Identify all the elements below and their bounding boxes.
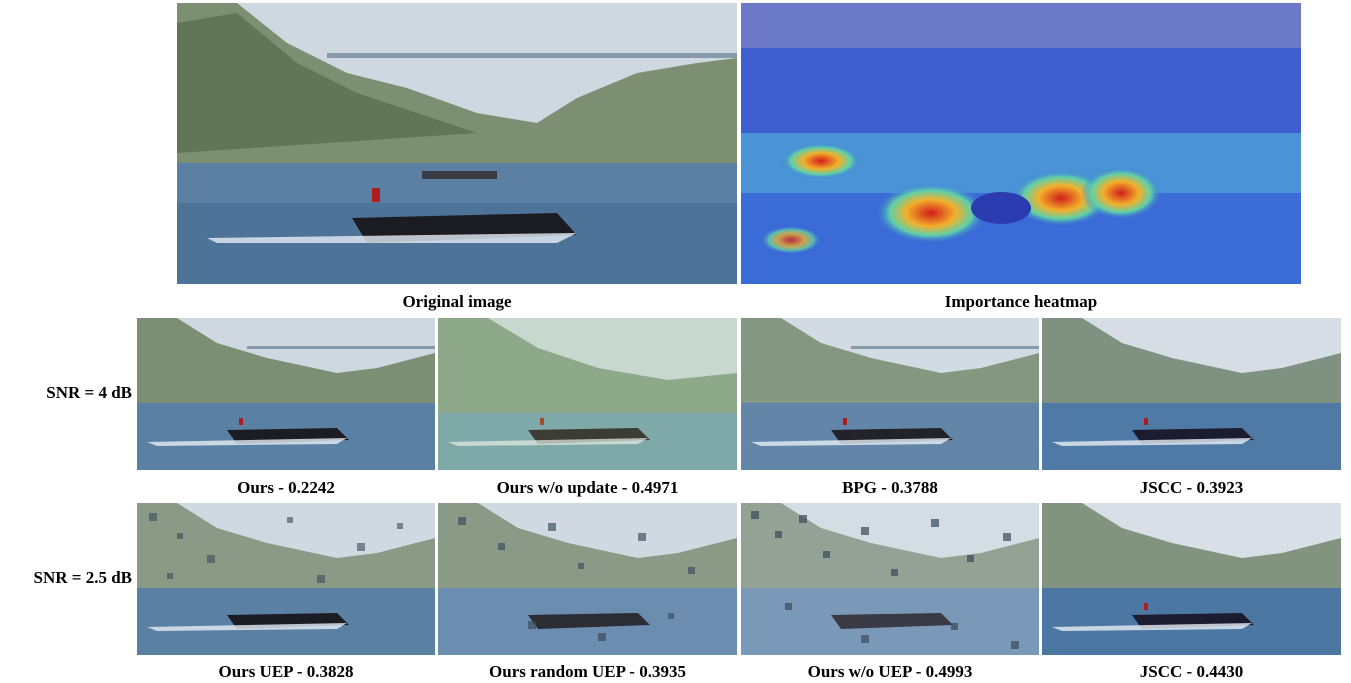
- original-image: [177, 3, 737, 284]
- panel-jscc-4db: [1042, 318, 1341, 470]
- caption-ours-wo-uep: Ours w/o UEP - 0.4993: [807, 662, 973, 681]
- caption-ours-random-uep: Ours random UEP - 0.3935: [489, 662, 686, 681]
- caption-bpg: BPG - 0.3788: [842, 478, 938, 497]
- panel-ours-wo-update: [438, 318, 737, 470]
- caption-ours-uep: Ours UEP - 0.3828: [218, 662, 354, 681]
- caption-jscc-4db: JSCC - 0.3923: [1139, 478, 1244, 497]
- row-label-snr-4db: SNR = 4 dB: [46, 383, 132, 402]
- caption-jscc-2-5db: JSCC - 0.4430: [1139, 662, 1244, 681]
- panel-ours-wo-uep: [741, 503, 1039, 655]
- caption-importance-heatmap: Importance heatmap: [944, 292, 1098, 311]
- panel-jscc-2-5db: [1042, 503, 1341, 655]
- panel-ours: [137, 318, 435, 470]
- panel-bpg: [741, 318, 1039, 470]
- caption-ours: Ours - 0.2242: [237, 478, 335, 497]
- row-label-snr-2-5db: SNR = 2.5 dB: [33, 568, 133, 587]
- caption-original-image: Original image: [402, 292, 512, 311]
- panel-ours-uep: [137, 503, 435, 655]
- caption-ours-wo-update: Ours w/o update - 0.4971: [496, 478, 679, 497]
- panel-ours-random-uep: [438, 503, 737, 655]
- importance-heatmap: [741, 3, 1301, 284]
